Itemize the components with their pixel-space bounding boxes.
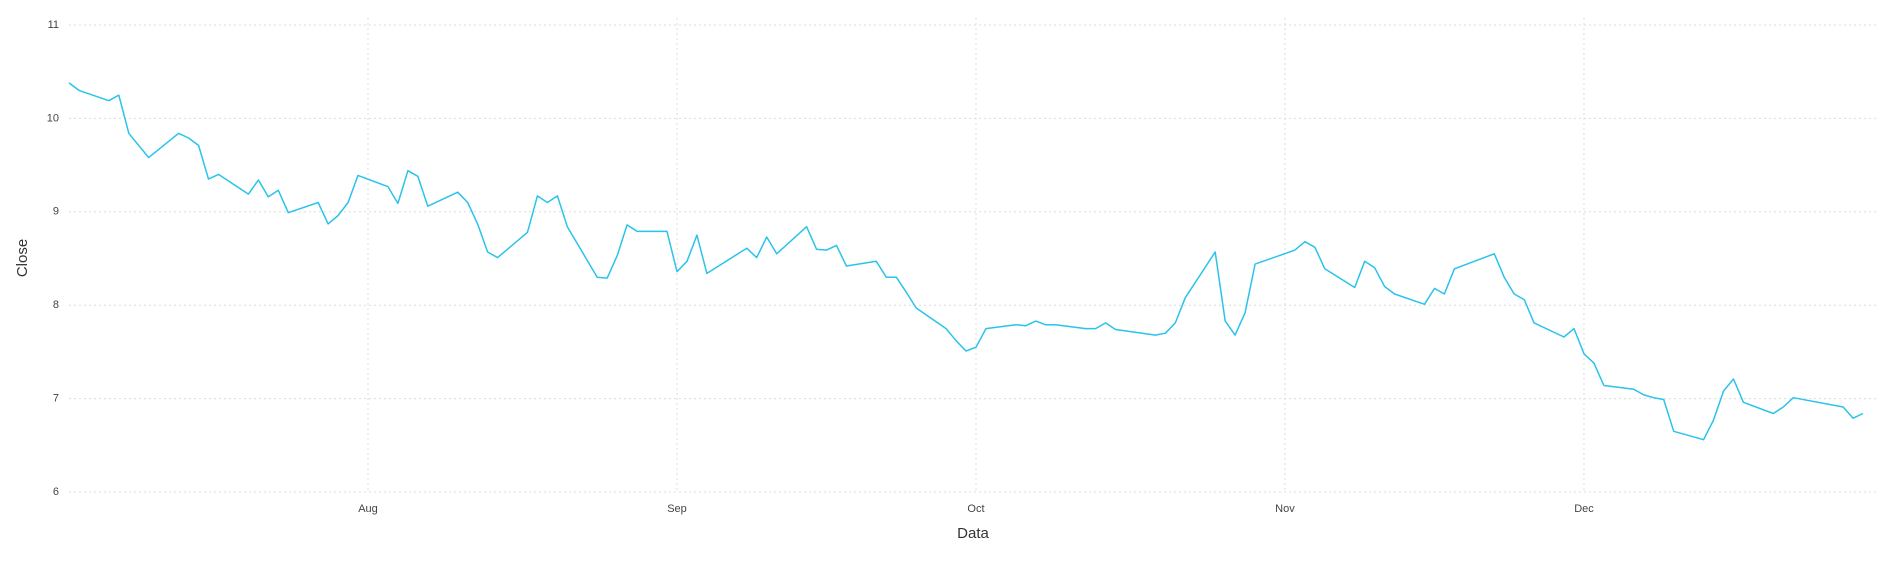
- y-tick-label: 11: [48, 19, 59, 31]
- y-tick-label: 9: [53, 206, 59, 218]
- x-tick-label: Sep: [667, 503, 687, 515]
- x-tick-label: Oct: [967, 503, 984, 515]
- line: [68, 82, 1864, 441]
- x-tick-label: Nov: [1275, 503, 1295, 515]
- x-tick-label: Aug: [358, 503, 378, 515]
- x-tick-label: Dec: [1574, 503, 1594, 515]
- y-tick-label: 10: [47, 112, 59, 124]
- y-axis-title: Close: [14, 239, 31, 277]
- y-tick-label: 8: [53, 299, 59, 311]
- y-tick-label: 6: [53, 486, 59, 498]
- x-axis-title: Data: [957, 525, 989, 542]
- y-tick-label: 7: [53, 393, 59, 405]
